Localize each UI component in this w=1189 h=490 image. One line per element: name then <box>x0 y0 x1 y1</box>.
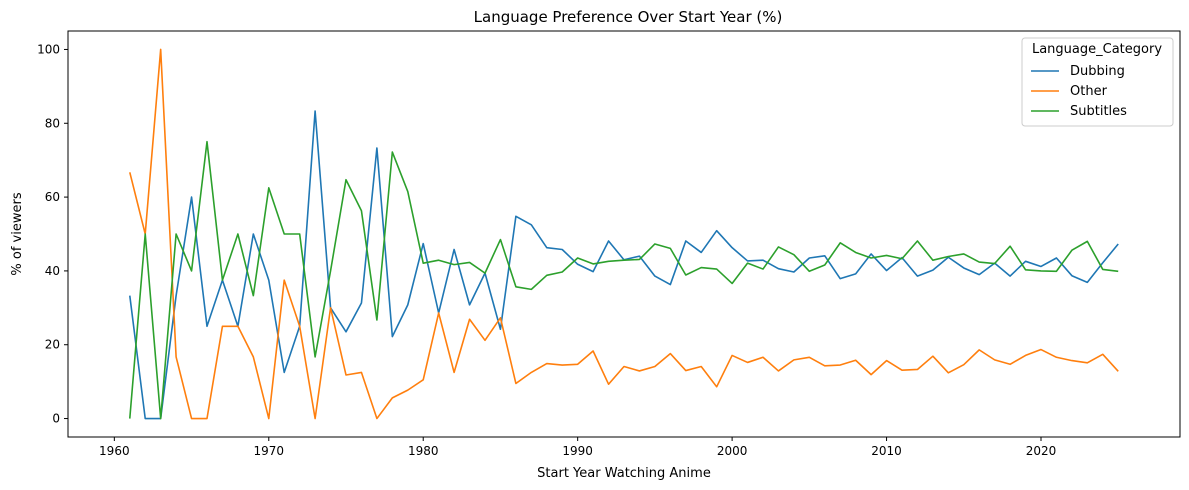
x-tick-label: 1960 <box>99 444 130 458</box>
y-tick-label: 20 <box>45 338 60 352</box>
legend-title: Language_Category <box>1032 42 1162 57</box>
chart-title: Language Preference Over Start Year (%) <box>474 8 783 26</box>
series-lines <box>128 48 1119 420</box>
x-tick-label: 2020 <box>1026 444 1057 458</box>
legend: Language_Category Dubbing Other Subtitles <box>1021 37 1174 127</box>
y-tick-label: 100 <box>37 42 60 56</box>
x-tick-label: 1990 <box>562 444 593 458</box>
x-tick-label: 1970 <box>254 444 285 458</box>
legend-label-dubbing: Dubbing <box>1070 64 1125 79</box>
y-tick-label: 0 <box>52 412 60 426</box>
legend-entries: Dubbing Other Subtitles <box>1031 64 1127 119</box>
y-tick-label: 40 <box>45 264 60 278</box>
x-axis-label: Start Year Watching Anime <box>537 466 711 481</box>
series-line-subtitles <box>128 140 1119 420</box>
x-axis-ticks: 1960 1970 1980 1990 2000 2010 2020 <box>99 437 1056 458</box>
series-line-other <box>129 48 1119 420</box>
y-tick-label: 60 <box>45 190 60 204</box>
x-tick-label: 2010 <box>871 444 902 458</box>
legend-label-other: Other <box>1070 84 1108 99</box>
y-axis-label: % of viewers <box>10 192 25 275</box>
y-axis-ticks: 0 20 40 60 80 100 <box>37 42 68 426</box>
x-tick-label: 2000 <box>717 444 748 458</box>
x-tick-label: 1980 <box>408 444 439 458</box>
legend-box <box>1021 37 1174 127</box>
series-line-dubbing <box>128 110 1119 420</box>
legend-label-subtitles: Subtitles <box>1070 104 1127 119</box>
y-tick-label: 80 <box>45 116 60 130</box>
plot-area-frame <box>67 30 1181 438</box>
